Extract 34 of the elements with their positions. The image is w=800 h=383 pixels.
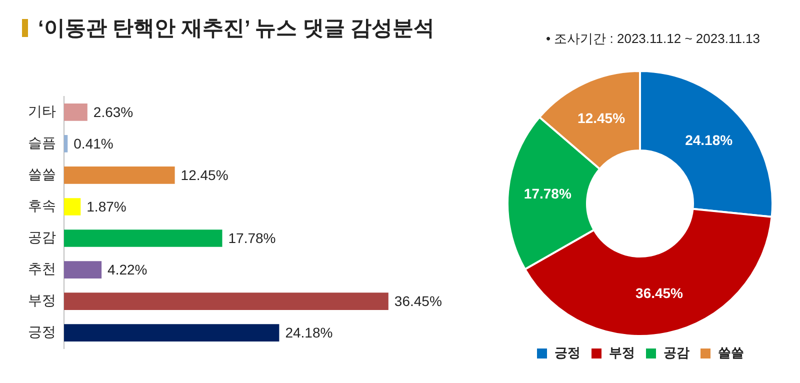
- data-label: 36.45%: [394, 293, 442, 310]
- legend-label: 긍정: [554, 345, 580, 360]
- data-label: 12.45%: [180, 167, 228, 184]
- legend-label: 쓸쓸: [718, 345, 744, 360]
- bar: [64, 166, 175, 184]
- y-tick-label: 후속: [28, 198, 56, 214]
- bar: [64, 135, 68, 152]
- y-tick-label: 기타: [28, 103, 56, 120]
- y-tick-label: 부정: [28, 292, 56, 308]
- y-tick-label: 쓸쓸: [28, 166, 56, 182]
- bar: [64, 292, 388, 310]
- bar: [64, 103, 88, 121]
- data-label: 0.41%: [74, 136, 114, 152]
- data-label: 36.45%: [636, 285, 684, 302]
- data-label: 17.78%: [524, 186, 572, 202]
- legend-label: 부정: [609, 345, 635, 360]
- data-label: 2.63%: [93, 104, 134, 120]
- data-label: 12.45%: [578, 110, 626, 126]
- data-label: 24.18%: [285, 324, 333, 341]
- y-tick-label: 공감: [28, 229, 56, 246]
- bar: [64, 230, 222, 247]
- data-label: 4.22%: [108, 262, 148, 278]
- text: • 조사기간 : 2023.11.12 ~ 2023.11.13: [546, 30, 760, 48]
- legend-label: 공감: [664, 345, 690, 360]
- bar: [64, 324, 280, 342]
- data-label: 24.18%: [685, 132, 734, 148]
- bar: [64, 198, 81, 216]
- y-tick-label: 추천: [28, 260, 56, 277]
- y-tick-label: 슬픔: [28, 134, 56, 151]
- data-label: 1.87%: [86, 198, 126, 215]
- y-tick-label: 긍정: [28, 324, 56, 340]
- chart-title: ‘이동관 탄핵안 재추진’ 뉴스 댓글 감성분석: [38, 16, 435, 42]
- data-label: 17.78%: [228, 230, 276, 246]
- bar: [64, 261, 102, 278]
